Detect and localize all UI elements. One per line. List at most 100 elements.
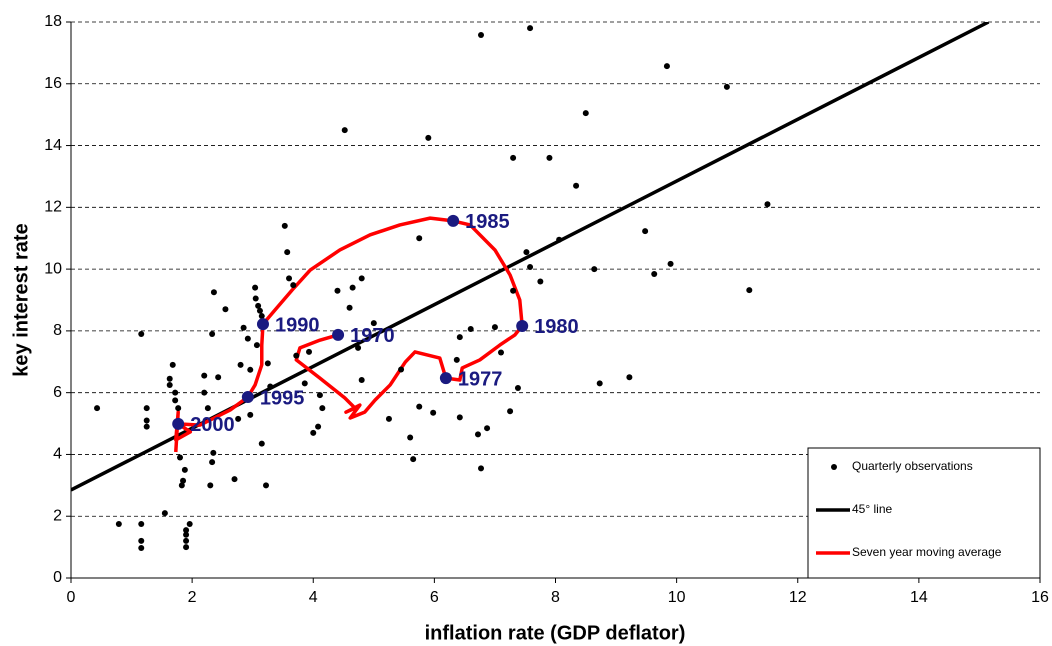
legend-label: Seven year moving average — [852, 545, 1002, 559]
annotation-label: 1990 — [275, 314, 320, 336]
scatter-point — [231, 476, 238, 483]
scatter-point — [651, 271, 658, 278]
x-tick-label: 12 — [789, 589, 807, 606]
annotation-point — [439, 372, 452, 385]
scatter-point — [166, 375, 173, 382]
scatter-point — [240, 324, 247, 331]
scatter-point — [183, 537, 190, 544]
scatter-point — [267, 383, 274, 390]
scatter-point — [143, 423, 150, 430]
x-tick-label: 4 — [309, 589, 318, 606]
scatter-point — [255, 302, 262, 309]
annotation-label: 1985 — [465, 211, 510, 233]
scatter-point — [286, 275, 293, 282]
scatter-point — [284, 249, 291, 256]
scatter-point — [143, 417, 150, 424]
scatter-point — [453, 356, 460, 363]
scatter-point — [370, 320, 377, 327]
scatter-point — [94, 405, 101, 412]
annotation-label: 1980 — [534, 316, 579, 338]
scatter-point — [398, 366, 405, 373]
scatter-point — [510, 287, 517, 294]
scatter-point — [478, 465, 485, 472]
scatter-point — [210, 449, 217, 456]
scatter-point — [222, 306, 229, 313]
scatter-point — [355, 344, 362, 351]
scatter-point — [764, 201, 771, 208]
scatter-point — [667, 260, 674, 267]
scatter-point — [497, 349, 504, 356]
scatter-point — [527, 263, 534, 270]
scatter-point — [416, 235, 423, 242]
scatter-point — [258, 313, 265, 320]
annotation-point — [241, 390, 254, 403]
scatter-point — [209, 330, 216, 337]
scatter-point — [178, 482, 185, 489]
y-tick-label: 16 — [44, 75, 62, 92]
annotation-label: 1995 — [260, 387, 305, 409]
scatter-point — [209, 459, 216, 466]
annotation-point — [447, 214, 460, 227]
x-tick-label: 14 — [910, 589, 928, 606]
scatter-point — [491, 324, 498, 331]
x-tick-label: 10 — [668, 589, 686, 606]
y-tick-label: 12 — [44, 199, 62, 216]
scatter-point — [138, 330, 145, 337]
scatter-point — [177, 454, 184, 461]
scatter-point — [169, 361, 176, 368]
scatter-point — [166, 381, 173, 388]
scatter-point — [315, 423, 322, 430]
scatter-point — [349, 284, 356, 291]
y-tick-label: 0 — [53, 569, 62, 586]
y-tick-label: 2 — [53, 507, 62, 524]
scatter-point — [172, 389, 179, 396]
scatter-point — [663, 63, 670, 70]
scatter-point — [183, 531, 190, 538]
legend-label: Quarterly observations — [852, 459, 973, 473]
y-tick-label: 6 — [53, 384, 62, 401]
scatter-point — [385, 415, 392, 422]
y-tick-label: 4 — [53, 446, 62, 463]
x-tick-label: 8 — [551, 589, 560, 606]
scatter-point — [474, 431, 481, 438]
annotation-label: 2000 — [190, 414, 235, 436]
scatter-point — [301, 380, 308, 387]
scatter-point — [416, 403, 423, 410]
legend-label: 45° line — [852, 502, 892, 516]
y-tick-label: 8 — [53, 322, 62, 339]
x-tick-label: 6 — [430, 589, 439, 606]
scatter-point — [180, 477, 187, 484]
scatter-point — [175, 405, 182, 412]
scatter-point — [201, 372, 208, 379]
annotation-point — [516, 319, 529, 332]
scatter-point — [514, 385, 521, 392]
annotation-point — [172, 417, 185, 430]
scatter-point — [138, 545, 145, 552]
scatter-point — [264, 360, 271, 367]
scatter-point — [172, 397, 179, 404]
scatter-point — [252, 295, 259, 302]
scatter-point — [293, 352, 300, 359]
scatter-point — [467, 326, 474, 333]
scatter-point — [183, 544, 190, 551]
scatter-point — [256, 307, 263, 314]
scatter-point — [507, 408, 514, 415]
scatter-point — [456, 414, 463, 421]
scatter-point — [237, 361, 244, 368]
scatter-point — [210, 289, 217, 296]
scatter-point — [186, 520, 193, 527]
annotation-label: 1977 — [458, 368, 503, 390]
scatter-point — [235, 415, 242, 422]
plot-area — [71, 22, 990, 552]
scatter-point — [407, 434, 414, 441]
scatter-point — [207, 482, 214, 489]
scatter-point — [430, 409, 437, 416]
x-axis-title: inflation rate (GDP deflator) — [425, 622, 686, 644]
scatter-point — [204, 405, 211, 412]
scatter-point — [263, 482, 270, 489]
scatter-point — [341, 127, 348, 134]
line — [174, 216, 524, 453]
scatter-point — [573, 182, 580, 189]
scatter-point — [484, 425, 491, 432]
